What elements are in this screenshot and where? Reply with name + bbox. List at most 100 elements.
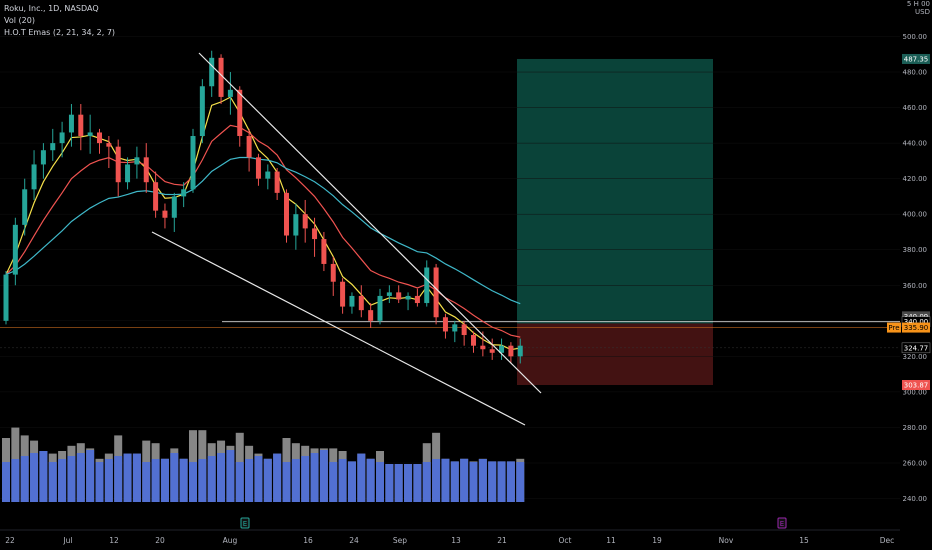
candle-body — [125, 164, 131, 183]
volume-bar-blue — [488, 461, 497, 502]
volume-bar-blue — [366, 458, 375, 502]
x-tick-label: 11 — [606, 536, 616, 545]
volume-bar-blue — [357, 453, 366, 502]
volume-bar-blue — [20, 456, 29, 502]
volume-bar-blue — [301, 456, 310, 502]
candle-body — [255, 157, 261, 179]
y-tick-label: 320.00 — [903, 353, 928, 361]
candle-body — [97, 132, 102, 144]
volume-bar-blue — [450, 461, 459, 502]
ema-mid-line — [5, 124, 521, 338]
x-tick-label: Nov — [719, 536, 734, 545]
grid — [0, 36, 900, 499]
candle-body — [489, 349, 495, 353]
candle-body — [461, 324, 467, 336]
candle-body — [40, 150, 46, 165]
price-tag-bg — [902, 53, 930, 64]
y-tick-label: 440.00 — [903, 140, 928, 148]
candle-body — [153, 182, 159, 211]
candle-body — [386, 292, 392, 296]
y-tick-label: 280.00 — [903, 424, 928, 432]
x-tick-label: 19 — [652, 536, 662, 545]
volume-label[interactable]: Vol (20) — [4, 16, 35, 25]
candle-body — [368, 310, 374, 321]
candle-body — [68, 114, 74, 133]
candle-body — [162, 210, 168, 218]
volume-bar-blue — [329, 462, 338, 502]
price-axis-bg — [900, 0, 932, 550]
trendlines[interactable] — [151, 52, 542, 426]
volume-bar-blue — [245, 459, 254, 502]
candle-body — [78, 114, 84, 137]
symbol-label[interactable]: Roku, Inc., 1D, NASDAQ — [4, 4, 99, 13]
candle-body — [181, 189, 187, 197]
volume-bar-blue — [217, 453, 226, 502]
volume-bar-blue — [95, 462, 104, 502]
x-tick-label: Dec — [880, 536, 895, 545]
volume-bar-blue — [207, 456, 216, 502]
candle-body — [227, 89, 233, 97]
volume-bars — [2, 427, 525, 502]
currency-top-label: 5 H 00 — [907, 0, 930, 8]
volume-bar-blue — [132, 453, 141, 502]
x-tick-label: Sep — [393, 536, 407, 545]
volume-bar-blue — [497, 461, 506, 502]
volume-bar-blue — [226, 450, 235, 502]
price-tag-label: 303.87 — [904, 382, 929, 390]
x-tick-label: Jul — [62, 536, 72, 545]
pre-market-badge — [887, 322, 901, 333]
price-tag-label: 340.00 — [904, 318, 929, 326]
candle-body — [517, 345, 523, 357]
volume-bar-blue — [142, 462, 151, 502]
volume-bar-blue — [39, 451, 48, 502]
y-tick-label: 500.00 — [903, 33, 928, 41]
x-tick-label: 24 — [349, 536, 359, 545]
volume-bar-blue — [48, 462, 57, 502]
volume-bar-blue — [2, 462, 10, 502]
candle-body — [134, 157, 140, 165]
volume-bar-blue — [478, 459, 487, 502]
candle-body — [508, 345, 514, 357]
volume-bar-blue — [347, 461, 356, 502]
ema-slow-line — [5, 156, 521, 305]
time-axis[interactable]: 22 Jul 12 20 Aug 16 24 Sep 13 21 Oct 11 19 Nov 15 Dec — [0, 529, 900, 550]
x-tick-label: 16 — [303, 536, 313, 545]
volume-bar-blue — [338, 459, 347, 502]
volume-bar-blue — [310, 453, 319, 502]
y-tick-label: 460.00 — [903, 104, 928, 112]
volume-bar-blue — [235, 462, 244, 502]
volume-bar-blue — [394, 464, 403, 502]
volume-bar-blue — [385, 464, 394, 502]
price-tag-bg — [902, 322, 930, 333]
volume-bar-blue — [516, 462, 525, 502]
volume-bar-blue — [160, 458, 169, 502]
volume-bar-blue — [263, 458, 272, 502]
x-tick-label: 20 — [155, 536, 165, 545]
volume-bar-blue — [422, 462, 431, 502]
x-tick-label: 21 — [497, 536, 507, 545]
price-tag-label: 324.77 — [904, 344, 929, 352]
candle-body — [31, 164, 37, 190]
candle-body — [265, 171, 271, 179]
long-position-tool[interactable] — [0, 58, 900, 386]
candle-body — [321, 239, 327, 264]
candle-body — [452, 324, 458, 332]
candle-body — [218, 57, 224, 97]
dividend-marker-label: E — [243, 520, 247, 528]
volume-bar-blue — [114, 456, 123, 502]
candle-body — [171, 196, 177, 218]
y-tick-label: 260.00 — [903, 459, 928, 467]
chart-legend: Roku, Inc., 1D, NASDAQ Vol (20) H.O.T Em… — [4, 3, 115, 39]
x-tick-label: 22 — [5, 536, 15, 545]
volume-bar-blue — [460, 458, 469, 502]
ema-label[interactable]: H.O.T Emas (2, 21, 34, 2, 7) — [4, 28, 116, 37]
candle-body — [293, 214, 299, 236]
volume-bar-blue — [123, 453, 132, 502]
pre-market-label: Pre — [888, 324, 899, 332]
price-tag-bg — [902, 380, 930, 391]
candle-body — [358, 295, 364, 311]
candle-body — [284, 192, 289, 236]
